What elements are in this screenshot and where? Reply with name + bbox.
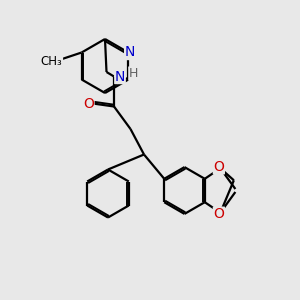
Text: O: O [83,97,94,110]
Text: N: N [125,46,135,59]
Text: H: H [129,67,138,80]
Text: O: O [213,160,224,174]
Text: O: O [213,207,224,221]
Text: CH₃: CH₃ [41,55,62,68]
Text: N: N [115,70,125,83]
